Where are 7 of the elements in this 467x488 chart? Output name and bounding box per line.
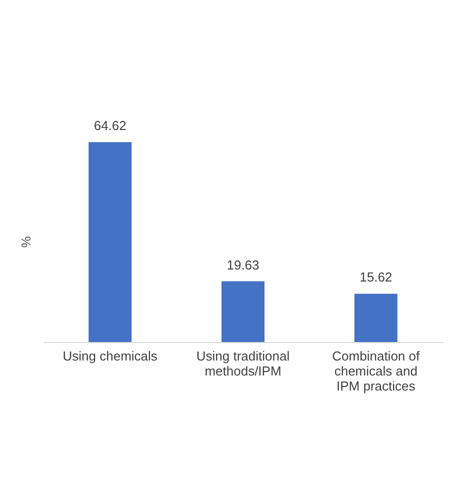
- data-label: 64.62: [94, 118, 126, 134]
- x-tick-label: Using chemicals: [62, 348, 158, 364]
- data-label: 15.62: [360, 270, 392, 285]
- x-tick-label: Using traditional methods/IPM: [196, 348, 290, 378]
- data-label: 19.63: [226, 257, 260, 272]
- y-axis-title: %: [18, 236, 34, 248]
- x-tick-label: Combination of chemicals and IPM practices: [332, 348, 420, 394]
